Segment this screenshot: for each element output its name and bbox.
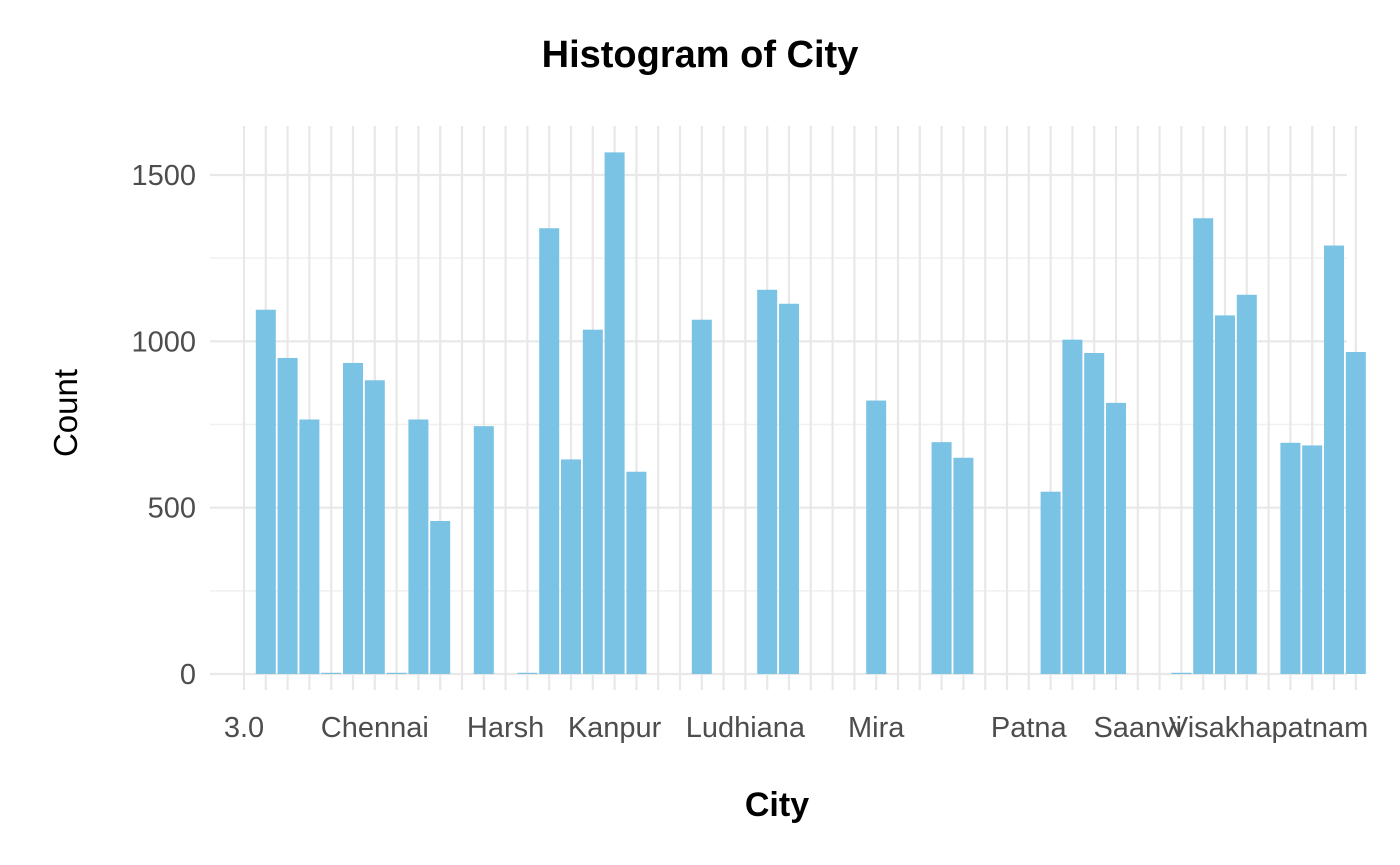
histogram-bar — [408, 419, 429, 674]
x-tick-label: Visakhapatnam — [1169, 712, 1368, 744]
histogram-bar — [299, 419, 320, 674]
histogram-bar — [1236, 294, 1257, 674]
x-tick-label: 3.0 — [224, 712, 264, 744]
x-tick-label: Ludhiana — [686, 712, 806, 744]
histogram-bar — [364, 380, 385, 674]
y-tick-label: 1000 — [131, 326, 196, 358]
x-tick-label: Saanvi — [1093, 712, 1182, 744]
x-tick-label: Patna — [991, 712, 1068, 744]
x-tick-label: Harsh — [467, 712, 544, 744]
histogram-bar — [473, 426, 494, 674]
histogram-bar — [757, 289, 778, 674]
histogram-bar — [1171, 672, 1192, 674]
histogram-bar — [1106, 402, 1126, 674]
x-tick-label: Mira — [848, 712, 905, 744]
histogram-bar — [1215, 315, 1235, 674]
bars — [255, 152, 1366, 674]
y-tick-labels: 0 500 1000 1500 — [131, 160, 196, 691]
histogram-bar — [517, 672, 538, 674]
y-tick-label: 1500 — [131, 160, 196, 192]
histogram-bar — [626, 471, 647, 674]
histogram-bar — [604, 152, 625, 674]
histogram-bar — [691, 319, 712, 674]
histogram-bar — [561, 459, 581, 674]
histogram-bar — [321, 672, 342, 674]
histogram-bar — [1040, 491, 1061, 674]
chart-title: Histogram of City — [541, 34, 859, 76]
histogram-bar — [1345, 351, 1366, 674]
histogram-bar — [779, 303, 799, 674]
histogram-bar — [953, 457, 974, 674]
y-tick-label: 0 — [180, 659, 196, 691]
minor-gridlines — [210, 257, 1347, 592]
x-tick-labels: 3.0 Chennai Harsh Kanpur Ludhiana Mira Patna Sa… — [224, 712, 1368, 744]
histogram-bar — [430, 520, 451, 674]
histogram-bar — [343, 362, 363, 674]
histogram-bar — [582, 329, 603, 674]
x-axis-label: City — [744, 786, 810, 824]
histogram-bar — [1084, 352, 1105, 674]
x-tick-label: Chennai — [321, 712, 429, 744]
histogram-bar — [277, 357, 298, 674]
y-tick-label: 500 — [148, 493, 196, 525]
histogram-bar — [1193, 218, 1214, 674]
histogram-bar — [1302, 445, 1323, 674]
histogram-bar — [931, 442, 952, 674]
histogram-bar — [386, 672, 407, 674]
histogram-bar — [1324, 245, 1344, 674]
histogram-bar — [1280, 442, 1301, 674]
histogram-bar — [539, 228, 560, 674]
x-tick-label: Kanpur — [568, 712, 662, 744]
histogram-bar — [866, 400, 887, 674]
histogram-bar — [255, 309, 276, 674]
histogram-bar — [1062, 339, 1083, 674]
